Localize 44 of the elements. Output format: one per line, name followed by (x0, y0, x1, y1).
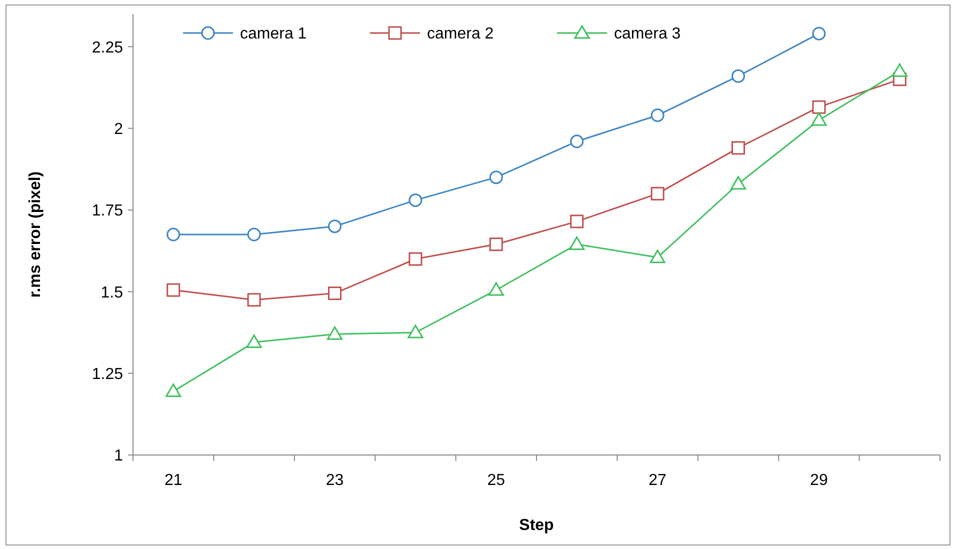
point (730, 176, 746, 190)
point (570, 134, 584, 148)
point (408, 193, 422, 207)
legend-label: camera 1 (240, 26, 307, 43)
point (408, 252, 422, 266)
point (812, 100, 826, 114)
y-tick-label: 1.25 (92, 366, 124, 383)
x-tick-label: 21 (164, 472, 182, 489)
point (247, 228, 261, 242)
y-tick-label: 2.25 (92, 39, 124, 56)
point (732, 141, 745, 155)
point (489, 238, 503, 252)
point (247, 293, 261, 307)
point (650, 186, 664, 200)
point (569, 236, 585, 250)
point (246, 334, 262, 348)
point (811, 112, 827, 126)
legend-label: camera 2 (427, 26, 494, 43)
point (328, 286, 342, 300)
y-tick-label: 1.75 (92, 202, 124, 220)
point (166, 283, 180, 297)
point (570, 214, 584, 228)
y-tick-label: 2 (114, 120, 124, 138)
x-tick-label: 25 (487, 472, 506, 489)
point (327, 326, 342, 340)
point (328, 220, 342, 234)
point (812, 26, 826, 40)
point (408, 324, 424, 338)
x-axis-title: Step (519, 517, 554, 534)
y-axis-title: r.ms error (pixel) (27, 171, 44, 298)
x-tick-label: 29 (810, 472, 828, 489)
y-tick-label: 1.5 (100, 284, 124, 302)
point (650, 250, 666, 264)
point (650, 108, 664, 122)
legend-label: camera 3 (614, 26, 681, 43)
y-tick-label: 1 (114, 448, 124, 465)
point (892, 63, 908, 77)
point (166, 384, 182, 398)
x-tick-label: 23 (326, 472, 344, 489)
point (732, 69, 745, 83)
point (166, 228, 180, 242)
point (489, 170, 503, 184)
x-tick-label: 27 (648, 472, 667, 489)
point (488, 282, 504, 296)
